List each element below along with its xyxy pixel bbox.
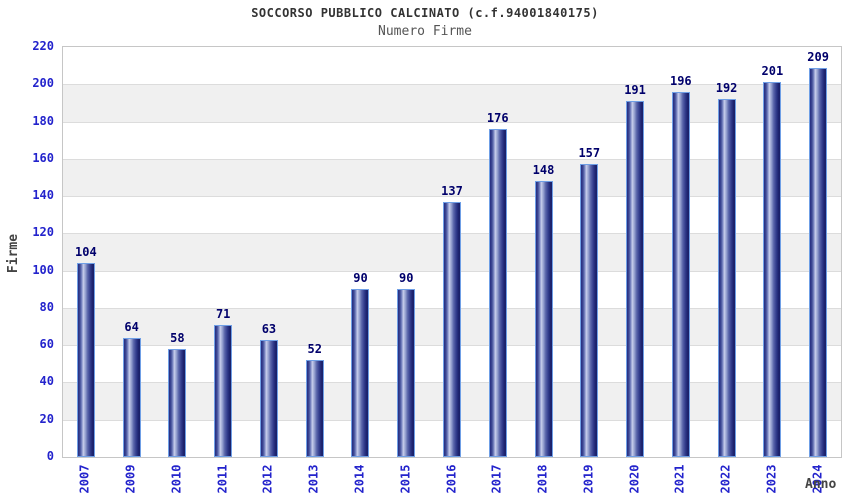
bar-value-label: 192 [715,81,738,96]
bar [122,337,141,457]
x-tick-label-text: 2014 [352,464,367,494]
x-tick-label: 2013 [294,460,334,500]
chart-title: SOCCORSO PUBBLICO CALCINATO (c.f.9400184… [251,6,599,20]
x-tick-label-text: 2022 [718,464,733,494]
bar [534,181,553,457]
bar [717,99,736,457]
bar-value-label: 63 [261,321,277,336]
x-tick-label: 2016 [431,460,471,500]
x-tick-label-text: 2010 [169,464,184,494]
bar [809,67,828,457]
x-tick-label: 2017 [477,460,517,500]
x-tick-label-text: 2012 [260,464,275,494]
x-tick-label: 2023 [751,460,791,500]
bar [580,164,599,457]
x-tick-label-text: 2013 [306,464,321,494]
bar-value-label: 52 [307,342,322,357]
gridline [63,84,841,86]
bar-value-label: 201 [761,64,784,79]
x-tick-label: 2010 [156,460,196,500]
bar-value-label: 90 [353,271,368,286]
x-tick-label-text: 2007 [77,464,92,494]
y-tick-label: 60 [39,337,54,352]
gridline [63,158,841,160]
bar-value-label: 71 [215,306,231,321]
bar [626,101,645,457]
bar-value-label: 58 [170,330,185,345]
x-tick-label: 2015 [385,460,425,500]
y-tick-label: 220 [32,39,54,53]
bar-value-label: 148 [532,163,555,178]
bar-value-label: 157 [578,146,601,161]
x-tick-label-text: 2019 [581,464,596,494]
y-tick-label: 20 [39,411,54,426]
bar [443,201,461,457]
bar-value-label: 176 [486,111,509,125]
y-tick-label: 200 [32,76,54,91]
x-tick-label: 2014 [339,460,379,500]
y-tick-label: 160 [32,150,54,165]
bar [397,289,416,457]
bar [168,348,187,457]
y-tick-label: 180 [32,113,54,128]
bar [671,91,690,457]
x-tick-label-text: 2015 [398,464,413,494]
bar [214,324,233,457]
bar-value-label: 137 [441,183,463,198]
bar [76,263,95,457]
plot-area: 104 64 58 71 63 52 90 90 137 176 148 157 191 196 192 20… [62,46,842,458]
grid-band [63,158,841,197]
gridline [63,196,841,198]
bar [488,129,507,457]
x-tick-label: 2018 [523,460,563,500]
bar-value-label: 209 [807,49,829,64]
y-tick-label: 120 [32,225,54,240]
bar-value-label: 196 [669,73,692,88]
y-tick-label: 0 [46,449,54,463]
bar [259,339,278,457]
x-axis-title: Anno [805,477,837,492]
x-tick-label-text: 2011 [215,464,230,494]
bar-value-label: 191 [624,83,646,98]
bar [305,360,324,457]
x-tick-label: 2011 [202,460,242,500]
bar-value-label: 64 [124,319,139,334]
x-tick-label-text: 2009 [123,464,138,494]
bar-value-label: 104 [75,245,97,260]
x-tick-label: 2019 [568,460,608,500]
bar-value-label: 90 [399,271,414,286]
x-tick-label: 2021 [660,460,700,500]
x-tick-label-text: 2018 [535,464,550,494]
x-tick-label: 2007 [65,460,105,500]
x-tick-label: 2012 [248,460,288,500]
y-tick-label: 100 [32,262,54,277]
y-tick-label: 40 [39,374,54,389]
x-tick-label-text: 2021 [672,464,687,494]
x-tick-label-text: 2017 [489,464,504,494]
x-tick-label: 2022 [706,460,746,500]
y-tick-label: 80 [39,299,54,314]
x-tick-label: 2009 [111,460,151,500]
grid-band [63,84,841,122]
chart-subtitle: Numero Firme [378,24,472,39]
bar [351,289,370,457]
x-tick-label: 2020 [614,460,654,500]
x-tick-label-text: 2023 [764,464,779,494]
y-tick-label: 140 [32,188,54,203]
bar [763,82,782,457]
x-tick-label-text: 2020 [627,464,642,494]
x-tick-label-text: 2016 [444,464,458,494]
gridline [63,121,841,123]
